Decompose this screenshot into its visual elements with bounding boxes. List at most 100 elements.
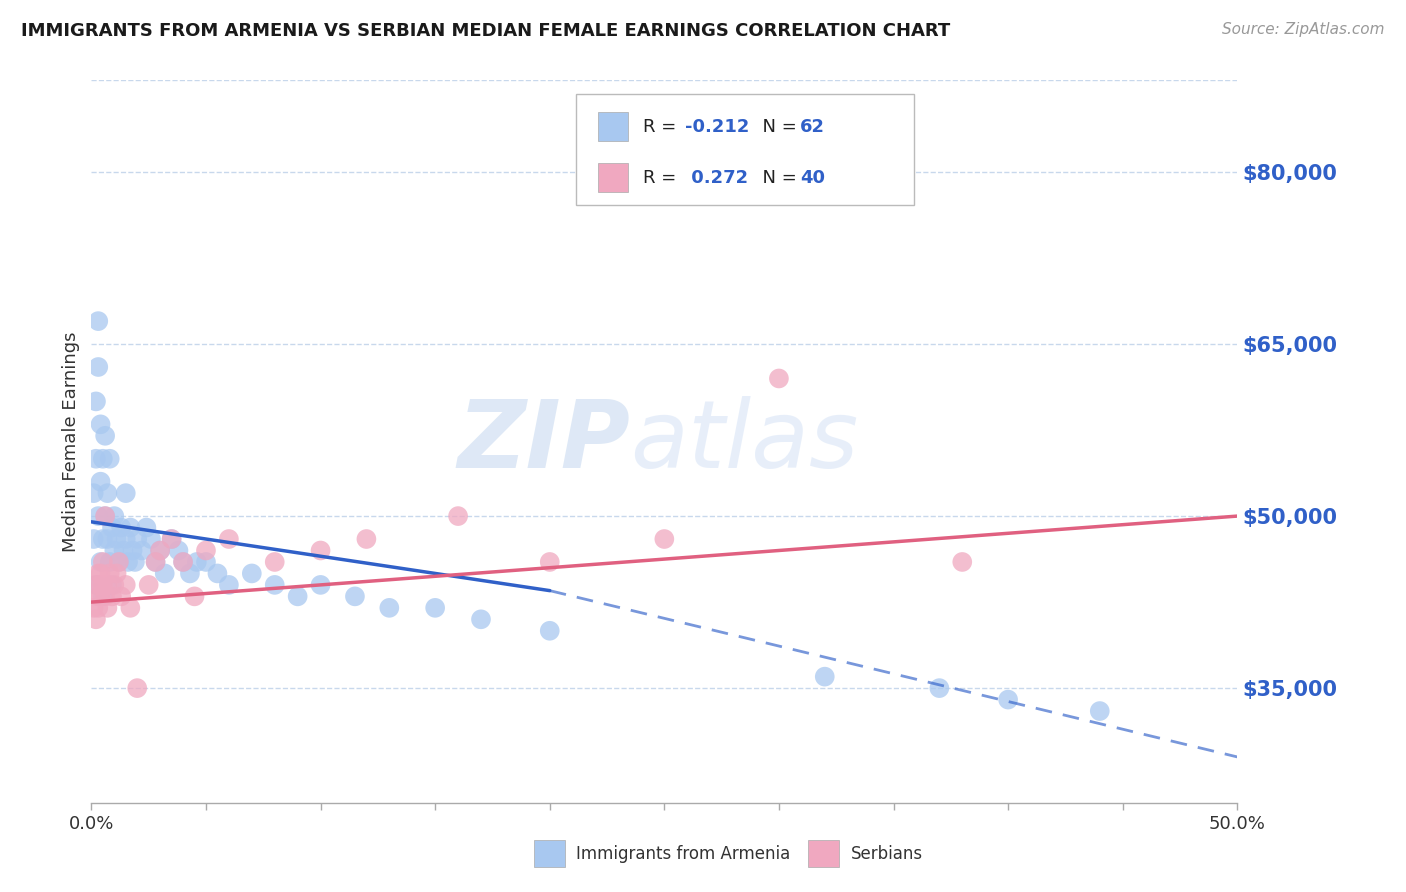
Point <box>108 555 131 569</box>
Point <box>91 532 114 546</box>
Point <box>127 681 149 695</box>
Point <box>103 509 125 524</box>
Point <box>1088 704 1111 718</box>
Point <box>127 532 149 546</box>
Point <box>84 578 107 592</box>
Point <box>768 371 790 385</box>
Point <box>87 314 110 328</box>
Point <box>96 578 118 592</box>
Point <box>90 417 112 432</box>
Point <box>87 509 110 524</box>
Point <box>120 600 142 615</box>
Point <box>96 532 118 546</box>
Point <box>114 486 136 500</box>
Point <box>94 590 117 604</box>
Point <box>91 590 114 604</box>
Point <box>103 578 125 592</box>
Point <box>101 520 124 534</box>
Point <box>84 394 107 409</box>
Point <box>179 566 201 581</box>
Point <box>114 578 136 592</box>
Point <box>96 486 118 500</box>
Point <box>84 451 107 466</box>
Point <box>378 600 401 615</box>
Point <box>101 578 124 592</box>
Text: R =: R = <box>643 118 682 136</box>
Text: R =: R = <box>643 169 682 186</box>
Point <box>114 532 136 546</box>
Point <box>186 555 208 569</box>
Text: 40: 40 <box>800 169 825 186</box>
Point <box>98 555 121 569</box>
Point <box>309 543 332 558</box>
Point <box>84 578 107 592</box>
Point <box>160 532 183 546</box>
Point <box>94 509 117 524</box>
Point <box>447 509 470 524</box>
Point <box>91 578 114 592</box>
Point <box>94 509 117 524</box>
Point <box>309 578 332 592</box>
Y-axis label: Median Female Earnings: Median Female Earnings <box>62 331 80 552</box>
Point <box>240 566 263 581</box>
Point <box>112 543 135 558</box>
Point <box>194 555 217 569</box>
Point <box>263 555 285 569</box>
Point <box>94 429 117 443</box>
Point <box>90 578 112 592</box>
Point <box>153 566 176 581</box>
Text: Serbians: Serbians <box>851 845 922 863</box>
Point <box>87 590 110 604</box>
Text: 62: 62 <box>800 118 825 136</box>
Point <box>91 555 114 569</box>
Point <box>98 451 121 466</box>
Point <box>87 359 110 374</box>
Point <box>90 566 112 581</box>
Text: Immigrants from Armenia: Immigrants from Armenia <box>576 845 790 863</box>
Point <box>131 543 153 558</box>
Point <box>121 543 143 558</box>
Point <box>160 532 183 546</box>
Text: N =: N = <box>751 118 803 136</box>
Text: 0.272: 0.272 <box>685 169 748 186</box>
Point <box>83 600 105 615</box>
Point <box>194 543 217 558</box>
Point <box>105 532 128 546</box>
Point <box>87 566 110 581</box>
Point <box>149 543 172 558</box>
Point <box>218 578 240 592</box>
Point <box>172 555 194 569</box>
Point <box>90 475 112 489</box>
Point <box>108 555 131 569</box>
Point <box>84 612 107 626</box>
Point <box>96 600 118 615</box>
Point <box>124 555 146 569</box>
Point <box>98 566 121 581</box>
Text: Source: ZipAtlas.com: Source: ZipAtlas.com <box>1222 22 1385 37</box>
Point <box>90 555 112 569</box>
Point <box>90 590 112 604</box>
Point <box>207 566 229 581</box>
Point <box>110 590 132 604</box>
Point <box>91 451 114 466</box>
Text: ZIP: ZIP <box>457 395 630 488</box>
Text: IMMIGRANTS FROM ARMENIA VS SERBIAN MEDIAN FEMALE EARNINGS CORRELATION CHART: IMMIGRANTS FROM ARMENIA VS SERBIAN MEDIA… <box>21 22 950 40</box>
Point <box>356 532 378 546</box>
Point <box>538 555 561 569</box>
Point <box>470 612 492 626</box>
Point <box>145 555 167 569</box>
Point <box>218 532 240 546</box>
Point <box>101 590 124 604</box>
Point <box>135 520 157 534</box>
Point <box>149 543 172 558</box>
Point <box>814 670 837 684</box>
Point <box>139 532 162 546</box>
Point <box>950 555 973 569</box>
Point <box>183 590 205 604</box>
Point <box>167 543 190 558</box>
Text: -0.212: -0.212 <box>685 118 749 136</box>
Point <box>172 555 194 569</box>
Point <box>105 566 128 581</box>
Point <box>138 578 160 592</box>
Point <box>997 692 1019 706</box>
